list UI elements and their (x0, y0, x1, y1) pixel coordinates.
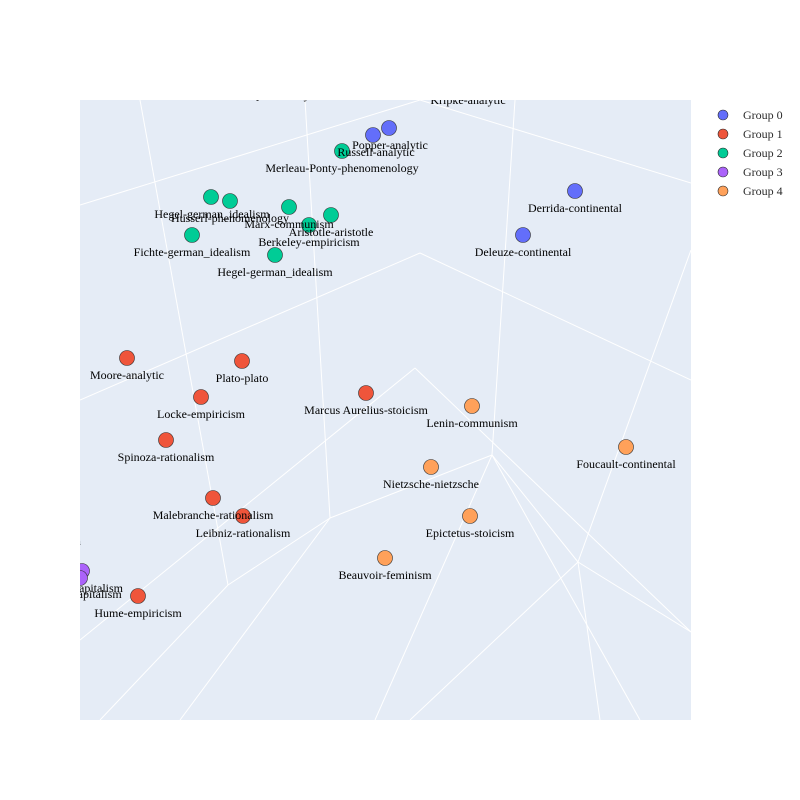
grid-line (414, 367, 691, 633)
point-label: Deleuze-continental (475, 245, 572, 259)
grid-line (329, 454, 493, 519)
legend-marker (717, 109, 729, 121)
legend-label: Group 0 (743, 108, 783, 122)
grid-line (227, 517, 331, 586)
data-point (515, 227, 531, 243)
point-label: Foucault-continental (576, 457, 676, 471)
point-label: Lenin-communism (426, 416, 518, 430)
point-label: Marx-communism (244, 217, 334, 231)
point-label: Hegel-german_idealism (154, 207, 270, 221)
point-label: Kripke-analytic (430, 93, 505, 107)
data-point (618, 439, 634, 455)
data-point (358, 385, 374, 401)
legend-marker (717, 147, 729, 159)
data-point (203, 189, 219, 205)
data-point (423, 459, 439, 475)
data-point (158, 432, 174, 448)
legend-label: Group 2 (743, 146, 783, 160)
data-point (567, 183, 583, 199)
point-label: Husserl-phenomenology (171, 211, 289, 225)
grid-line (491, 454, 641, 720)
point-label: Beauvoir-feminism (338, 568, 432, 582)
grid-line (179, 517, 331, 720)
point-label: Locke-empiricism (157, 407, 246, 421)
grid-line (577, 249, 691, 563)
data-point (464, 398, 480, 414)
data-point (461, 76, 476, 91)
data-point (80, 570, 88, 586)
legend-label: Group 3 (743, 165, 783, 179)
data-point (334, 143, 350, 159)
point-label: Hume-empiricism (94, 606, 182, 620)
data-point (301, 217, 317, 233)
point-label: Smith-capitalism (41, 581, 124, 595)
legend-marker (717, 166, 729, 178)
legend-label: Group 1 (743, 127, 783, 141)
grid-line (419, 252, 691, 381)
grid-line (491, 100, 516, 456)
point-label: Leibniz-rationalism (196, 526, 291, 540)
grid-line (374, 454, 493, 720)
data-point (365, 127, 381, 143)
point-label: Popper-analytic (352, 138, 428, 152)
point-label: Merleau-Ponty-phenomenology (265, 161, 418, 175)
grid-line (80, 100, 421, 206)
data-point (193, 389, 209, 405)
data-point (205, 490, 221, 506)
data-point (381, 120, 397, 136)
data-point (119, 350, 135, 366)
point-label: Friedman-capitalism (22, 587, 122, 601)
point-label: Hegel-german_idealism (217, 265, 333, 279)
point-label: Nietzsche-nietzsche (383, 477, 479, 491)
grid-line (80, 252, 421, 401)
point-label: Berkeley-empiricism (258, 235, 360, 249)
legend: Group 0 Group 1 Group 2 Group 3 Group 4 (717, 108, 783, 198)
point-label: Quine-analytic (250, 88, 321, 102)
grid-line (491, 454, 579, 563)
point-label: Fichte-german_idealism (134, 245, 251, 259)
point-label: Russell-analytic (337, 145, 414, 159)
point-label: Moore-analytic (90, 368, 164, 382)
point-label: Plato-plato (216, 371, 269, 385)
data-point (377, 550, 393, 566)
data-point (222, 193, 238, 209)
data-point (184, 227, 200, 243)
grid-line (304, 100, 331, 519)
point-label: Marcus Aurelius-stoicism (304, 403, 428, 417)
grid-line (419, 100, 691, 184)
legend-label: Group 4 (743, 184, 783, 198)
data-point (267, 247, 283, 263)
legend-marker (717, 185, 729, 197)
point-label: Rawls-liberalism (0, 534, 82, 548)
data-point (323, 207, 339, 223)
grid-line (99, 584, 229, 720)
data-point (130, 588, 146, 604)
point-label: Epictetus-stoicism (426, 526, 515, 540)
point-label: Malebranche-rationalism (153, 508, 274, 522)
legend-marker (717, 128, 729, 140)
point-label: Spinoza-rationalism (118, 450, 215, 464)
data-point (235, 508, 251, 524)
data-point (281, 199, 297, 215)
data-points (80, 76, 634, 604)
data-point (462, 508, 478, 524)
grid-line (409, 561, 579, 720)
point-label: Aristotle-aristotle (289, 225, 374, 239)
grid-line (577, 561, 601, 720)
scene-background (80, 100, 691, 720)
data-point (234, 353, 250, 369)
grid-line (577, 561, 691, 633)
point-label: Derrida-continental (528, 201, 623, 215)
